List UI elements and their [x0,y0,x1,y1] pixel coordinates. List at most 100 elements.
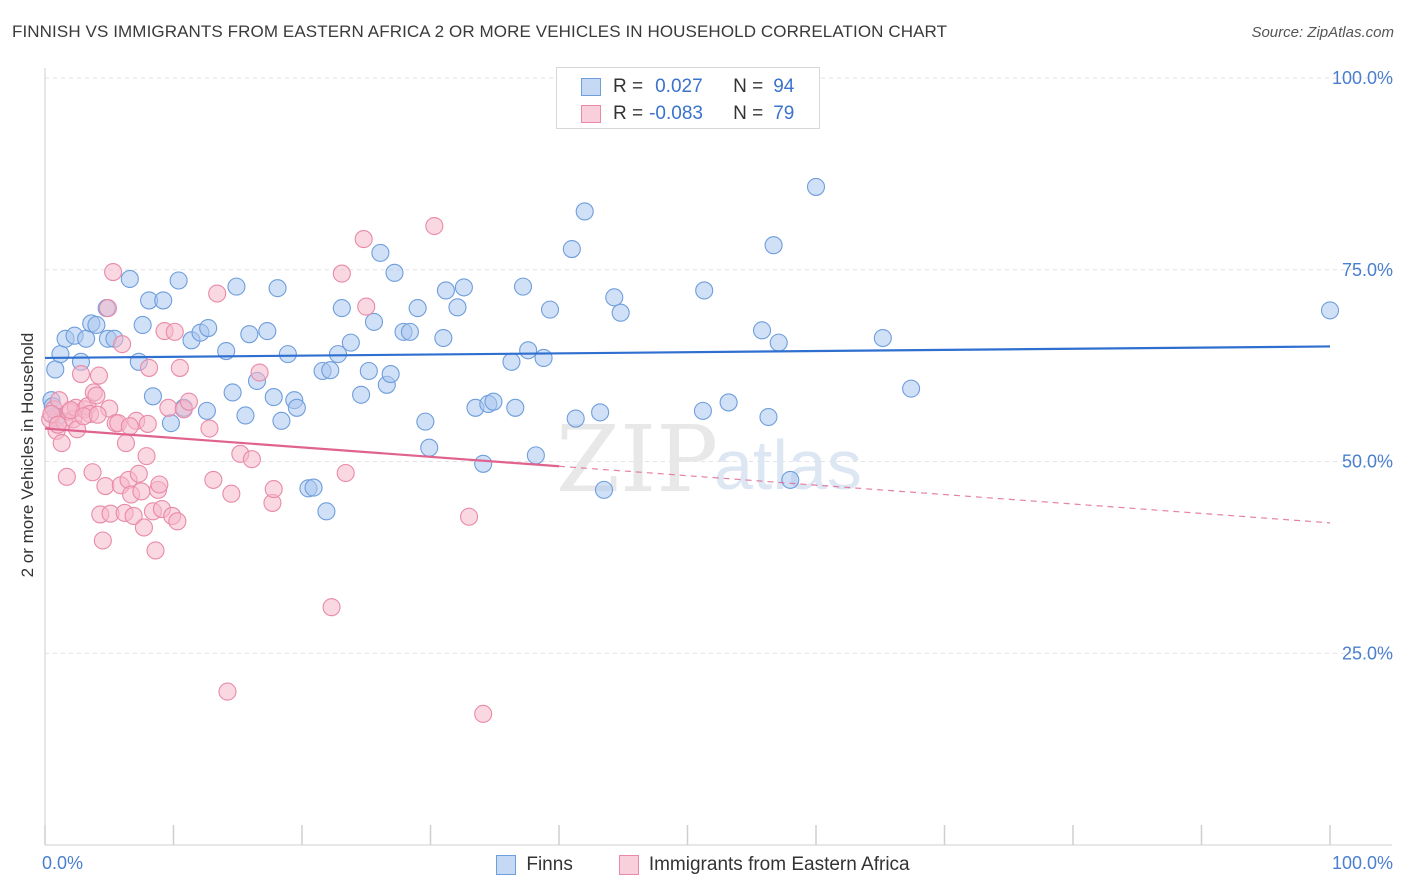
point-finns [575,202,594,221]
point-immigrants [88,405,107,424]
point-finns [87,315,106,335]
point-finns [133,315,152,335]
legend-swatch-immigrants [618,855,639,875]
point-finns [752,321,772,340]
point-immigrants [170,358,189,377]
trend-line-immigrants-extension [558,465,1331,524]
point-immigrants [354,230,373,249]
point-immigrants [57,467,76,486]
point-finns [506,398,525,417]
point-immigrants [138,414,157,433]
point-finns [719,393,738,412]
point-finns [154,291,173,310]
point-finns [454,278,473,297]
point-finns [769,333,788,352]
point-finns [197,401,216,420]
legend-n-value: 79 [773,103,795,124]
point-finns [381,365,400,384]
point-immigrants [98,299,118,318]
y-axis-label: 2 or more Vehicles in Household [18,332,37,578]
y-tick-label: 50.0% [1342,452,1393,472]
point-finns [223,383,242,402]
watermark: ZIP atlas [556,406,862,513]
legend-series: Finns Immigrants from Eastern Africa [0,852,1406,878]
point-immigrants [474,704,493,723]
point-finns [240,325,259,344]
point-immigrants [50,391,69,410]
point-finns [759,407,778,427]
point-immigrants [179,392,198,411]
point-immigrants [336,463,355,483]
point-finns [534,348,553,368]
point-finns [611,303,630,322]
legend-n-value: 94 [773,76,795,97]
point-immigrants [322,598,341,617]
point-finns [287,398,306,417]
point-finns [264,388,283,407]
legend-r-value: 0.027 [655,76,703,97]
point-finns [502,352,521,371]
point-immigrants [89,366,109,385]
point-finns [416,412,435,431]
point-immigrants [150,475,169,494]
point-finns [1320,301,1340,320]
point-immigrants [218,682,237,701]
point-finns [436,281,455,300]
point-finns [46,360,65,379]
point-immigrants [332,264,351,283]
point-finns [385,263,404,282]
point-immigrants [168,512,187,531]
point-finns [169,271,188,290]
x-tick-label: 0.0% [42,853,83,873]
point-immigrants [140,358,159,377]
point-finns [566,409,585,428]
legend-swatch-finns [496,855,517,875]
legend-label-finns: Finns [526,854,573,875]
point-immigrants [87,386,106,405]
point-immigrants [425,216,444,236]
point-immigrants [132,482,151,501]
point-immigrants [250,363,269,382]
point-finns [352,385,371,404]
point-immigrants [159,398,178,417]
point-finns [321,361,340,380]
x-tick-label: 100.0% [1332,853,1393,873]
point-finns [513,277,533,296]
point-immigrants [116,434,136,453]
legend-label-immigrants: Immigrants from Eastern Africa [648,854,910,875]
point-immigrants [129,464,148,483]
point-finns [540,300,560,319]
point-immigrants [357,297,376,316]
axes [44,68,1392,846]
legend-r-label: R = [613,103,644,124]
watermark-atlas: atlas [714,426,862,504]
legend-n-label: N = [733,76,764,97]
legend-n-label: N = [733,103,764,124]
point-immigrants [200,419,219,438]
point-finns [420,438,439,457]
legend-stats: R = 0.027 N = 94 R = -0.083 N = 79 [556,67,820,129]
point-finns [51,345,70,364]
series-immigrants [41,216,493,723]
point-finns [873,328,892,348]
gridlines [45,77,1392,654]
point-finns [695,281,714,300]
y-tick-label: 75.0% [1342,260,1393,280]
point-finns [143,387,162,406]
point-immigrants [204,470,223,489]
point-finns [605,288,624,307]
source-label: Source: ZipAtlas.com [1251,24,1394,41]
point-finns [258,322,277,341]
point-finns [806,177,826,196]
point-finns [227,277,246,296]
trend-line-immigrants [44,427,560,468]
point-immigrants [264,480,283,499]
tick-labels: 25.0% 50.0% 75.0% 100.0% 0.0% 100.0% [42,68,1393,873]
point-immigrants [459,507,479,526]
point-finns [693,401,712,420]
point-immigrants [124,506,143,526]
point-immigrants [96,476,115,496]
point-immigrants [137,447,156,466]
chart-title: FINNISH VS IMMIGRANTS FROM EASTERN AFRIC… [12,22,948,41]
